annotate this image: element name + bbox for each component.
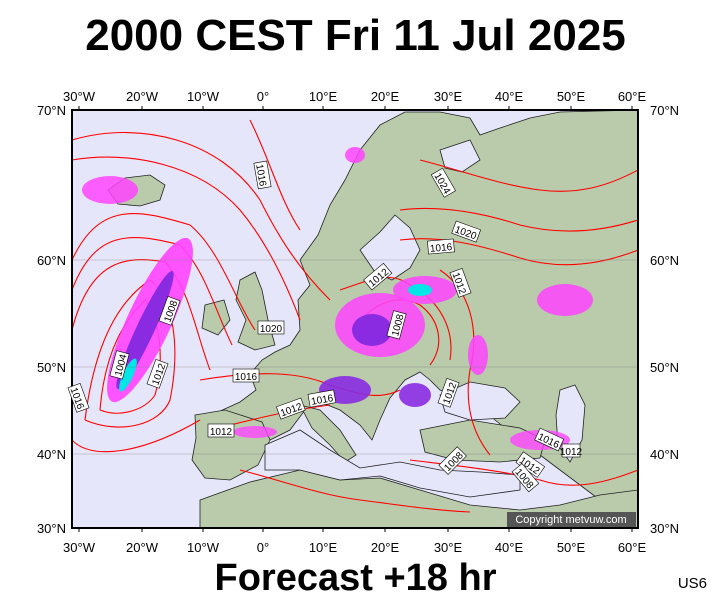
tick-marks <box>78 106 633 532</box>
isobar-label: 1016 <box>310 393 334 408</box>
rain-baltic-core <box>408 284 432 296</box>
lat-label: 50°N <box>650 360 679 375</box>
isobar-line <box>399 238 638 266</box>
lon-label: 30°W <box>63 89 96 104</box>
lon-label: 10°W <box>187 89 220 104</box>
mediterranean-shape <box>264 429 521 498</box>
rain-iceland <box>82 176 138 204</box>
lon-label: 50°E <box>557 540 586 555</box>
scandinavia-russia-shape <box>214 110 638 528</box>
lon-label: 0° <box>257 89 269 104</box>
lon-label: 10°E <box>309 540 338 555</box>
rain-core-heavy <box>119 358 137 392</box>
isobar-label: 1020 <box>260 324 283 335</box>
forecast-label: Forecast +18 hr <box>214 557 497 599</box>
isobar-line <box>72 213 256 331</box>
rain-central-europe-core <box>352 314 392 346</box>
rain-balkans <box>399 383 431 407</box>
copyright-text: Copyright metvuw.com <box>515 514 626 526</box>
lon-label: 20°E <box>371 89 400 104</box>
isobar-label: 1016 <box>253 163 268 187</box>
lat-label: 30°N <box>37 521 66 536</box>
latitude-labels-left: 70°N 60°N 50°N 40°N 30°N <box>37 103 66 536</box>
lat-label: 30°N <box>650 521 679 536</box>
rain-russia <box>537 284 593 316</box>
white-sea-shape <box>439 139 481 173</box>
isobar-line <box>419 159 638 192</box>
rain-band-atlantic-core <box>116 270 174 390</box>
lon-label: 10°W <box>187 540 220 555</box>
map-frame <box>71 109 639 529</box>
isobar-label: 1016 <box>235 372 258 383</box>
lon-label: 20°E <box>371 540 400 555</box>
lat-label: 50°N <box>37 360 66 375</box>
turkey-shape <box>419 419 546 463</box>
lon-label: 20°W <box>126 89 159 104</box>
black-sea-shape <box>439 381 521 421</box>
isobar-line <box>239 469 471 513</box>
rain-spain <box>233 426 277 438</box>
lon-label: 10°E <box>309 89 338 104</box>
page-title: 2000 CEST Fri 11 Jul 2025 <box>85 11 626 60</box>
lat-label: 70°N <box>650 103 679 118</box>
lon-label: 30°E <box>434 89 463 104</box>
isobar-label: 1016 <box>430 242 454 255</box>
rain-ukraine <box>468 335 488 375</box>
lon-label: 30°W <box>63 540 96 555</box>
isobar-layer <box>72 119 638 513</box>
latitude-labels-right: 70°N 60°N 50°N 40°N 30°N <box>650 103 679 536</box>
longitude-labels-top: 30°W 20°W 10°W 0° 10°E 20°E 30°E 40°E 50… <box>63 89 646 104</box>
longitude-labels-bottom: 30°W 20°W 10°W 0° 10°E 20°E 30°E 40°E 50… <box>63 540 646 555</box>
lon-label: 0° <box>257 540 269 555</box>
rain-north-scand <box>345 147 365 163</box>
lon-label: 20°W <box>126 540 159 555</box>
lon-label: 30°E <box>434 540 463 555</box>
lon-label: 60°E <box>618 540 647 555</box>
isobar-line <box>72 131 331 301</box>
lon-label: 40°E <box>495 89 524 104</box>
isobar-line <box>72 419 201 453</box>
isobar-labels: 1016 1024 1020 1016 1012 1012 1008 1020 … <box>67 160 583 493</box>
isobar-label: 1012 <box>210 427 233 438</box>
lon-label: 40°E <box>495 540 524 555</box>
lat-label: 40°N <box>650 447 679 462</box>
lat-label: 60°N <box>37 253 66 268</box>
isobar-line <box>72 156 301 321</box>
lat-label: 70°N <box>37 103 66 118</box>
sea-layer <box>264 139 586 498</box>
italy-shape <box>299 404 357 463</box>
model-code: US6 <box>677 575 707 592</box>
lon-label: 60°E <box>618 89 647 104</box>
lat-label: 60°N <box>650 253 679 268</box>
lat-label: 40°N <box>37 447 66 462</box>
copyright-box: Copyright metvuw.com <box>507 512 636 527</box>
precip-layer <box>82 147 593 450</box>
isobar-label: 1012 <box>560 447 583 458</box>
isobar-line <box>249 119 301 231</box>
isobar-line <box>399 207 638 232</box>
lon-label: 50°E <box>557 89 586 104</box>
